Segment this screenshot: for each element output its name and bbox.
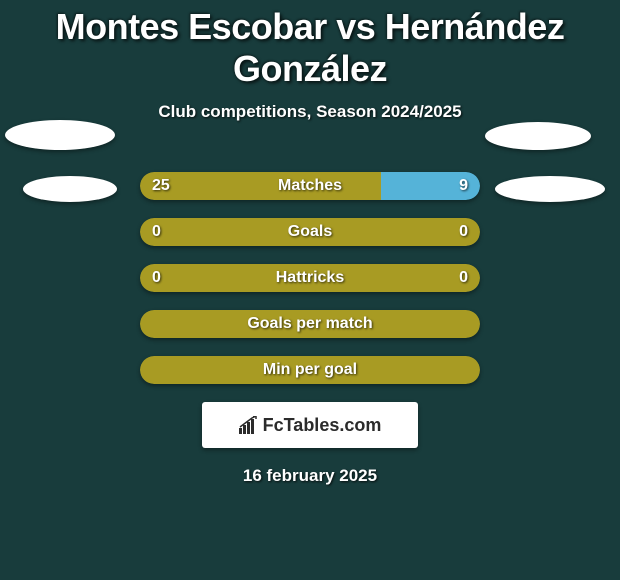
stat-label: Min per goal	[140, 356, 480, 384]
logo-box: FcTables.com	[202, 402, 418, 448]
stat-label: Goals	[140, 218, 480, 246]
stat-row: Goals per match	[140, 310, 480, 338]
avatar-placeholder	[5, 120, 115, 150]
avatar-placeholder	[23, 176, 117, 202]
subtitle: Club competitions, Season 2024/2025	[0, 102, 620, 122]
page-title: Montes Escobar vs Hernández González	[0, 0, 620, 90]
date-text: 16 february 2025	[0, 466, 620, 486]
logo: FcTables.com	[239, 415, 382, 436]
stat-label: Hattricks	[140, 264, 480, 292]
chart-icon	[239, 416, 259, 434]
avatar-placeholder	[485, 122, 591, 150]
stat-label: Goals per match	[140, 310, 480, 338]
avatar-placeholder	[495, 176, 605, 202]
stat-row: 00Goals	[140, 218, 480, 246]
stat-row: 00Hattricks	[140, 264, 480, 292]
logo-label: FcTables.com	[263, 415, 382, 436]
stat-row: Min per goal	[140, 356, 480, 384]
stat-row: 259Matches	[140, 172, 480, 200]
stat-label: Matches	[140, 172, 480, 200]
stats-container: 259Matches 00Goals 00Hattricks Goals per ma…	[0, 122, 620, 384]
